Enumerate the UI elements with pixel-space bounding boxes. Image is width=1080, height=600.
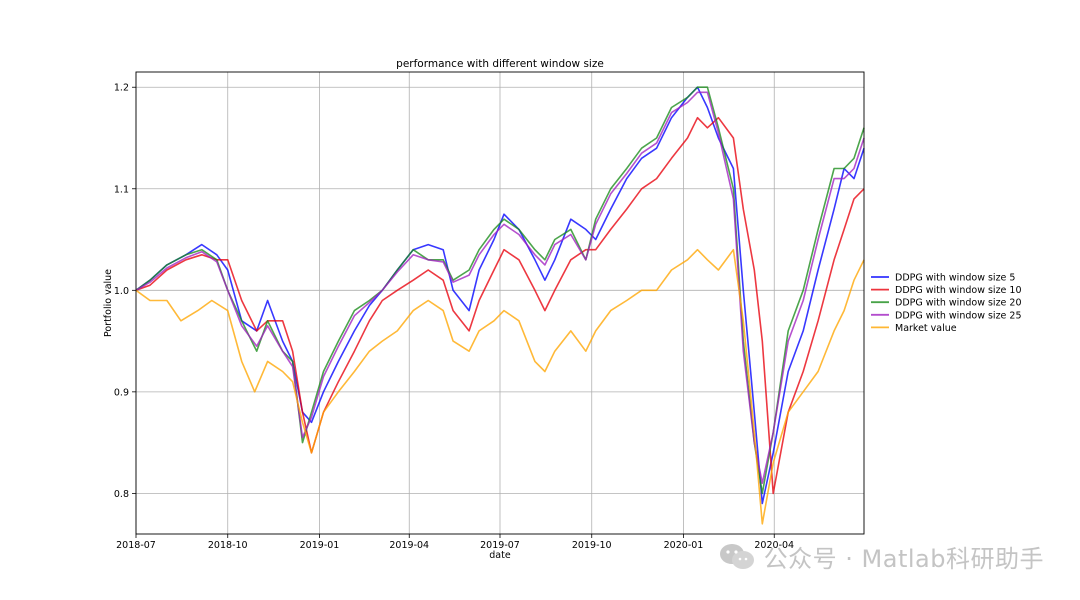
x-tick-label: 2019-01 xyxy=(300,540,340,551)
x-tick-label: 2019-04 xyxy=(389,540,429,551)
legend-label: DDPG with window size 25 xyxy=(895,310,1022,321)
chart-title: performance with different window size xyxy=(396,58,604,70)
x-tick-label: 2020-04 xyxy=(754,540,794,551)
x-tick-label: 2020-01 xyxy=(664,540,704,551)
y-tick-label: 1.1 xyxy=(114,184,129,195)
x-tick-label: 2019-07 xyxy=(480,540,520,551)
y-tick-label: 0.9 xyxy=(114,387,129,398)
watermark: 公众号 · Matlab科研助手 xyxy=(718,539,1044,574)
legend-label: Market value xyxy=(895,323,957,334)
series-group xyxy=(135,86,865,525)
watermark-text: 公众号 · Matlab科研助手 xyxy=(763,545,1044,573)
y-tick-label: 1.2 xyxy=(114,83,129,94)
legend-label: DDPG with window size 20 xyxy=(895,298,1022,309)
y-tick-label: 1.0 xyxy=(114,286,129,297)
legend-label: DDPG with window size 5 xyxy=(895,273,1015,284)
legend-label: DDPG with window size 10 xyxy=(895,285,1022,296)
x-axis-title: date xyxy=(489,550,511,561)
wechat-icon xyxy=(719,543,754,569)
y-axis: 0.8 0.9 1.0 1.1 1.2 xyxy=(114,83,136,500)
grid xyxy=(135,72,864,534)
x-tick-label: 2018-10 xyxy=(208,540,248,551)
series-line-2 xyxy=(135,116,865,495)
series-line-1 xyxy=(135,86,865,505)
series-line-4 xyxy=(135,91,865,484)
y-tick-label: 0.8 xyxy=(114,489,129,500)
series-line-5 xyxy=(135,248,865,525)
x-tick-label: 2018-07 xyxy=(116,540,156,551)
x-axis: 2018-07 2018-10 2019-01 2019-04 2019-07 2019-… xyxy=(116,534,794,551)
x-tick-label: 2019-10 xyxy=(572,540,612,551)
y-axis-title: Portfolio value xyxy=(103,269,114,337)
